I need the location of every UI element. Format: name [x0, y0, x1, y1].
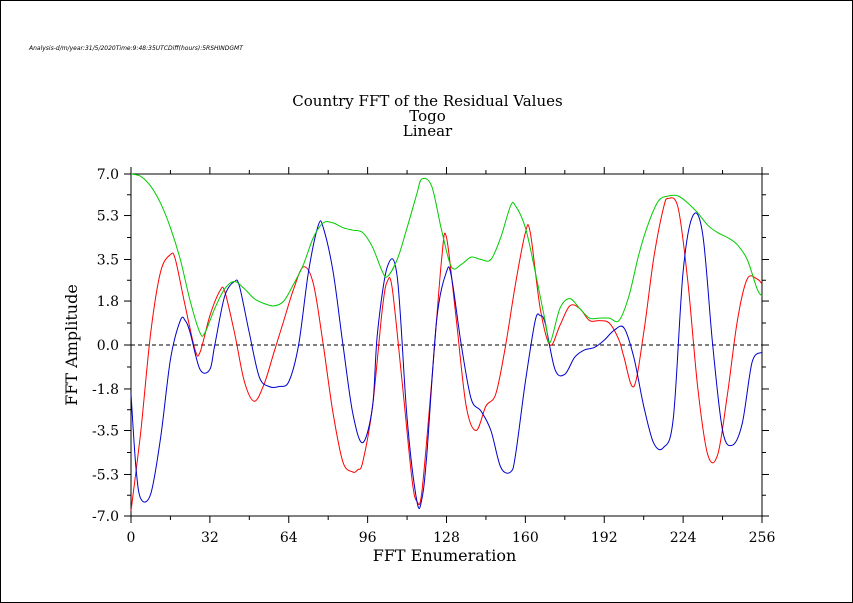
x-tick-label: 128 [433, 530, 460, 546]
x-tick-label: 256 [749, 530, 776, 546]
x-tick-label: 64 [280, 530, 298, 546]
x-tick-label: 32 [201, 530, 219, 546]
y-tick-label: -5.3 [92, 467, 119, 483]
y-tick-label: 3.5 [97, 253, 119, 269]
x-tick-label: 160 [512, 530, 539, 546]
analysis-meta-text: Analysis-d/m/year:31/5/2020Time:9:48:35U… [29, 45, 243, 52]
green-series-line [130, 173, 763, 344]
y-tick-label: -3.5 [92, 424, 119, 440]
x-tick-label: 96 [359, 530, 377, 546]
x-tick-label: 0 [127, 530, 136, 546]
x-tick-label: 192 [591, 530, 618, 546]
y-tick-label: 7.0 [97, 167, 119, 183]
y-tick-label: -1.8 [92, 382, 119, 398]
y-tick-label: -7.0 [92, 509, 119, 525]
x-axis-title: FFT Enumeration [373, 546, 517, 565]
y-tick-label: 5.3 [97, 209, 119, 225]
blue-series-line [130, 212, 763, 510]
y-axis-title: FFT Amplitude [62, 284, 81, 406]
chart-subtitle-country: Togo [409, 107, 446, 125]
y-tick-label: 0.0 [97, 338, 119, 354]
x-tick-label: 224 [670, 530, 697, 546]
chart-title: Country FFT of the Residual Values [292, 92, 563, 110]
y-tick-label: 1.8 [97, 294, 119, 310]
red-series-line [130, 197, 763, 512]
chart-subtitle-scale: Linear [402, 122, 453, 140]
